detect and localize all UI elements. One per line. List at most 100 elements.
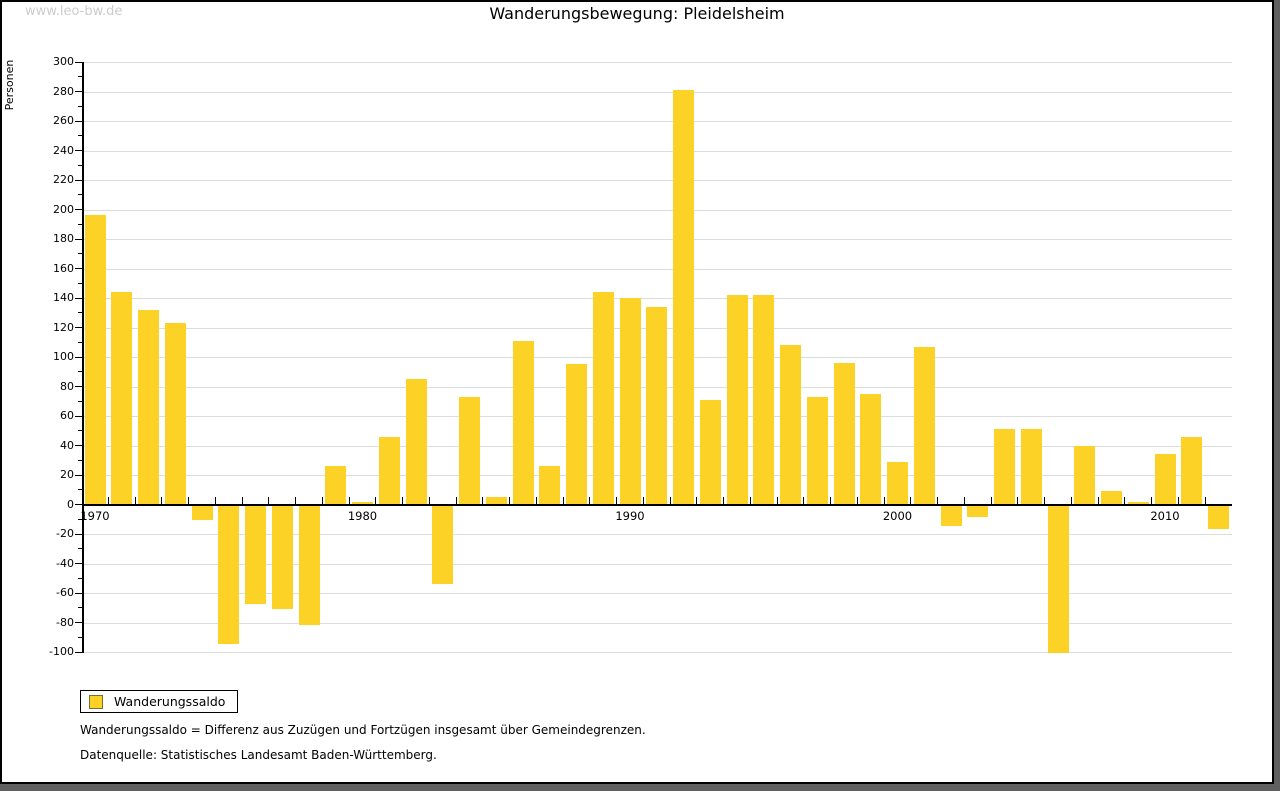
bar-1977 xyxy=(271,505,293,609)
x-boundary-tick-16 xyxy=(535,496,537,504)
bar-1999 xyxy=(860,393,882,505)
footnote-definition: Wanderungssaldo = Differenz aus Zuzügen … xyxy=(80,723,646,737)
bar-2012 xyxy=(1208,505,1229,530)
plot-area: 300 280 260 240 220 200 180 160 140 120 100 80 60 40 2… xyxy=(49,55,1232,658)
x-boundary-tick-38 xyxy=(1124,496,1126,504)
x-boundary-tick-28 xyxy=(856,496,858,504)
y-tick-120 xyxy=(75,327,82,328)
x-boundary-tick-4 xyxy=(214,496,216,504)
x-boundary-tick-41 xyxy=(1204,496,1206,504)
x-boundary-tick-40 xyxy=(1177,496,1179,504)
x-boundary-tick-11 xyxy=(402,496,404,504)
x-boundary-tick-13 xyxy=(455,496,457,504)
y-tick-label--20: -20 xyxy=(56,527,74,540)
bar-1994 xyxy=(726,295,748,505)
gridline-y220 xyxy=(84,180,1232,181)
y-tick-label-300: 300 xyxy=(53,55,74,68)
y-minor-tick-170 xyxy=(78,253,82,255)
y-minor-tick-290 xyxy=(78,76,82,78)
x-tick-label-2000: 2000 xyxy=(882,508,913,523)
y-tick--40 xyxy=(75,563,82,564)
y-tick-label-140: 140 xyxy=(53,291,74,304)
x-boundary-tick-37 xyxy=(1097,496,1099,504)
y-tick--60 xyxy=(75,592,82,594)
bar-1980 xyxy=(352,501,373,505)
bar-1984 xyxy=(459,396,480,505)
bar-2001 xyxy=(913,346,935,505)
gridline-y300 xyxy=(84,62,1232,63)
y-tick-label-280: 280 xyxy=(53,84,74,98)
x-boundary-tick-0 xyxy=(107,496,109,504)
x-boundary-tick-14 xyxy=(482,496,484,504)
y-tick-100 xyxy=(75,356,82,358)
x-boundary-tick-7 xyxy=(295,496,297,504)
y-tick-280 xyxy=(75,91,82,92)
y-minor-tick-190 xyxy=(78,223,82,225)
y-minor-tick-50 xyxy=(78,430,82,432)
gridline-y180 xyxy=(84,239,1232,240)
y-tick-200 xyxy=(75,209,82,210)
y-tick-240 xyxy=(75,150,82,151)
bar-1973 xyxy=(164,323,186,505)
bar-2010 xyxy=(1154,454,1176,505)
bar-1974 xyxy=(191,505,213,521)
y-tick-label-40: 40 xyxy=(60,438,74,452)
x-boundary-tick-21 xyxy=(669,496,671,504)
gridline-y-20 xyxy=(84,534,1232,535)
y-tick-label-240: 240 xyxy=(53,143,74,157)
bar-1996 xyxy=(780,345,801,505)
bar-1982 xyxy=(405,379,427,505)
x-boundary-tick-30 xyxy=(910,496,912,504)
y-tick-40 xyxy=(75,445,82,446)
y-tick-label-160: 160 xyxy=(53,261,74,275)
x-boundary-tick-23 xyxy=(723,496,725,504)
bar-1972 xyxy=(138,309,159,505)
x-axis-line xyxy=(82,503,1232,506)
y-tick-160 xyxy=(75,268,82,269)
bar-1991 xyxy=(646,306,668,505)
bar-1993 xyxy=(699,399,721,505)
y-minor-tick--30 xyxy=(78,548,82,550)
bar-2011 xyxy=(1181,436,1203,505)
y-minor-tick-30 xyxy=(78,459,82,461)
x-boundary-tick-15 xyxy=(509,496,511,504)
bar-2002 xyxy=(940,505,962,527)
y-minor-tick-110 xyxy=(78,341,82,343)
y-tick--80 xyxy=(75,622,82,623)
x-boundary-tick-25 xyxy=(776,496,778,504)
y-minor-tick-250 xyxy=(78,135,82,137)
bar-1992 xyxy=(673,90,694,505)
gridline-y200 xyxy=(84,209,1232,211)
bar-1988 xyxy=(566,364,587,505)
bar-1970 xyxy=(84,215,106,505)
x-boundary-tick-32 xyxy=(963,496,965,504)
y-tick-300 xyxy=(75,61,82,63)
bar-2005 xyxy=(1020,429,1042,505)
bar-1989 xyxy=(592,292,614,505)
gridline-y240 xyxy=(84,150,1232,152)
footnote-source: Datenquelle: Statistisches Landesamt Bad… xyxy=(80,748,437,762)
y-tick-0 xyxy=(75,504,82,505)
x-boundary-tick-33 xyxy=(990,496,992,504)
bar-1983 xyxy=(432,505,454,584)
x-boundary-tick-26 xyxy=(803,496,805,504)
y-tick--100 xyxy=(75,651,82,653)
x-boundary-tick-36 xyxy=(1070,496,1072,504)
gridline-y280 xyxy=(84,91,1232,93)
x-tick-label-1970: 1970 xyxy=(80,508,110,523)
x-tick-label-1980: 1980 xyxy=(347,508,378,523)
y-minor-tick--70 xyxy=(78,607,82,609)
gridline-y160 xyxy=(84,268,1232,270)
legend-box: Wanderungssaldo xyxy=(80,690,239,713)
x-tick-label-1990: 1990 xyxy=(615,508,645,523)
bar-2008 xyxy=(1101,491,1122,505)
y-tick-label-120: 120 xyxy=(53,320,74,334)
y-minor-tick-90 xyxy=(78,371,82,373)
bar-1981 xyxy=(378,436,400,505)
x-boundary-tick-2 xyxy=(161,496,163,504)
bar-1971 xyxy=(111,292,133,505)
x-boundary-tick-31 xyxy=(937,496,939,504)
y-tick-label--80: -80 xyxy=(56,615,74,629)
bar-1995 xyxy=(753,295,775,505)
y-tick-label-20: 20 xyxy=(60,468,74,481)
